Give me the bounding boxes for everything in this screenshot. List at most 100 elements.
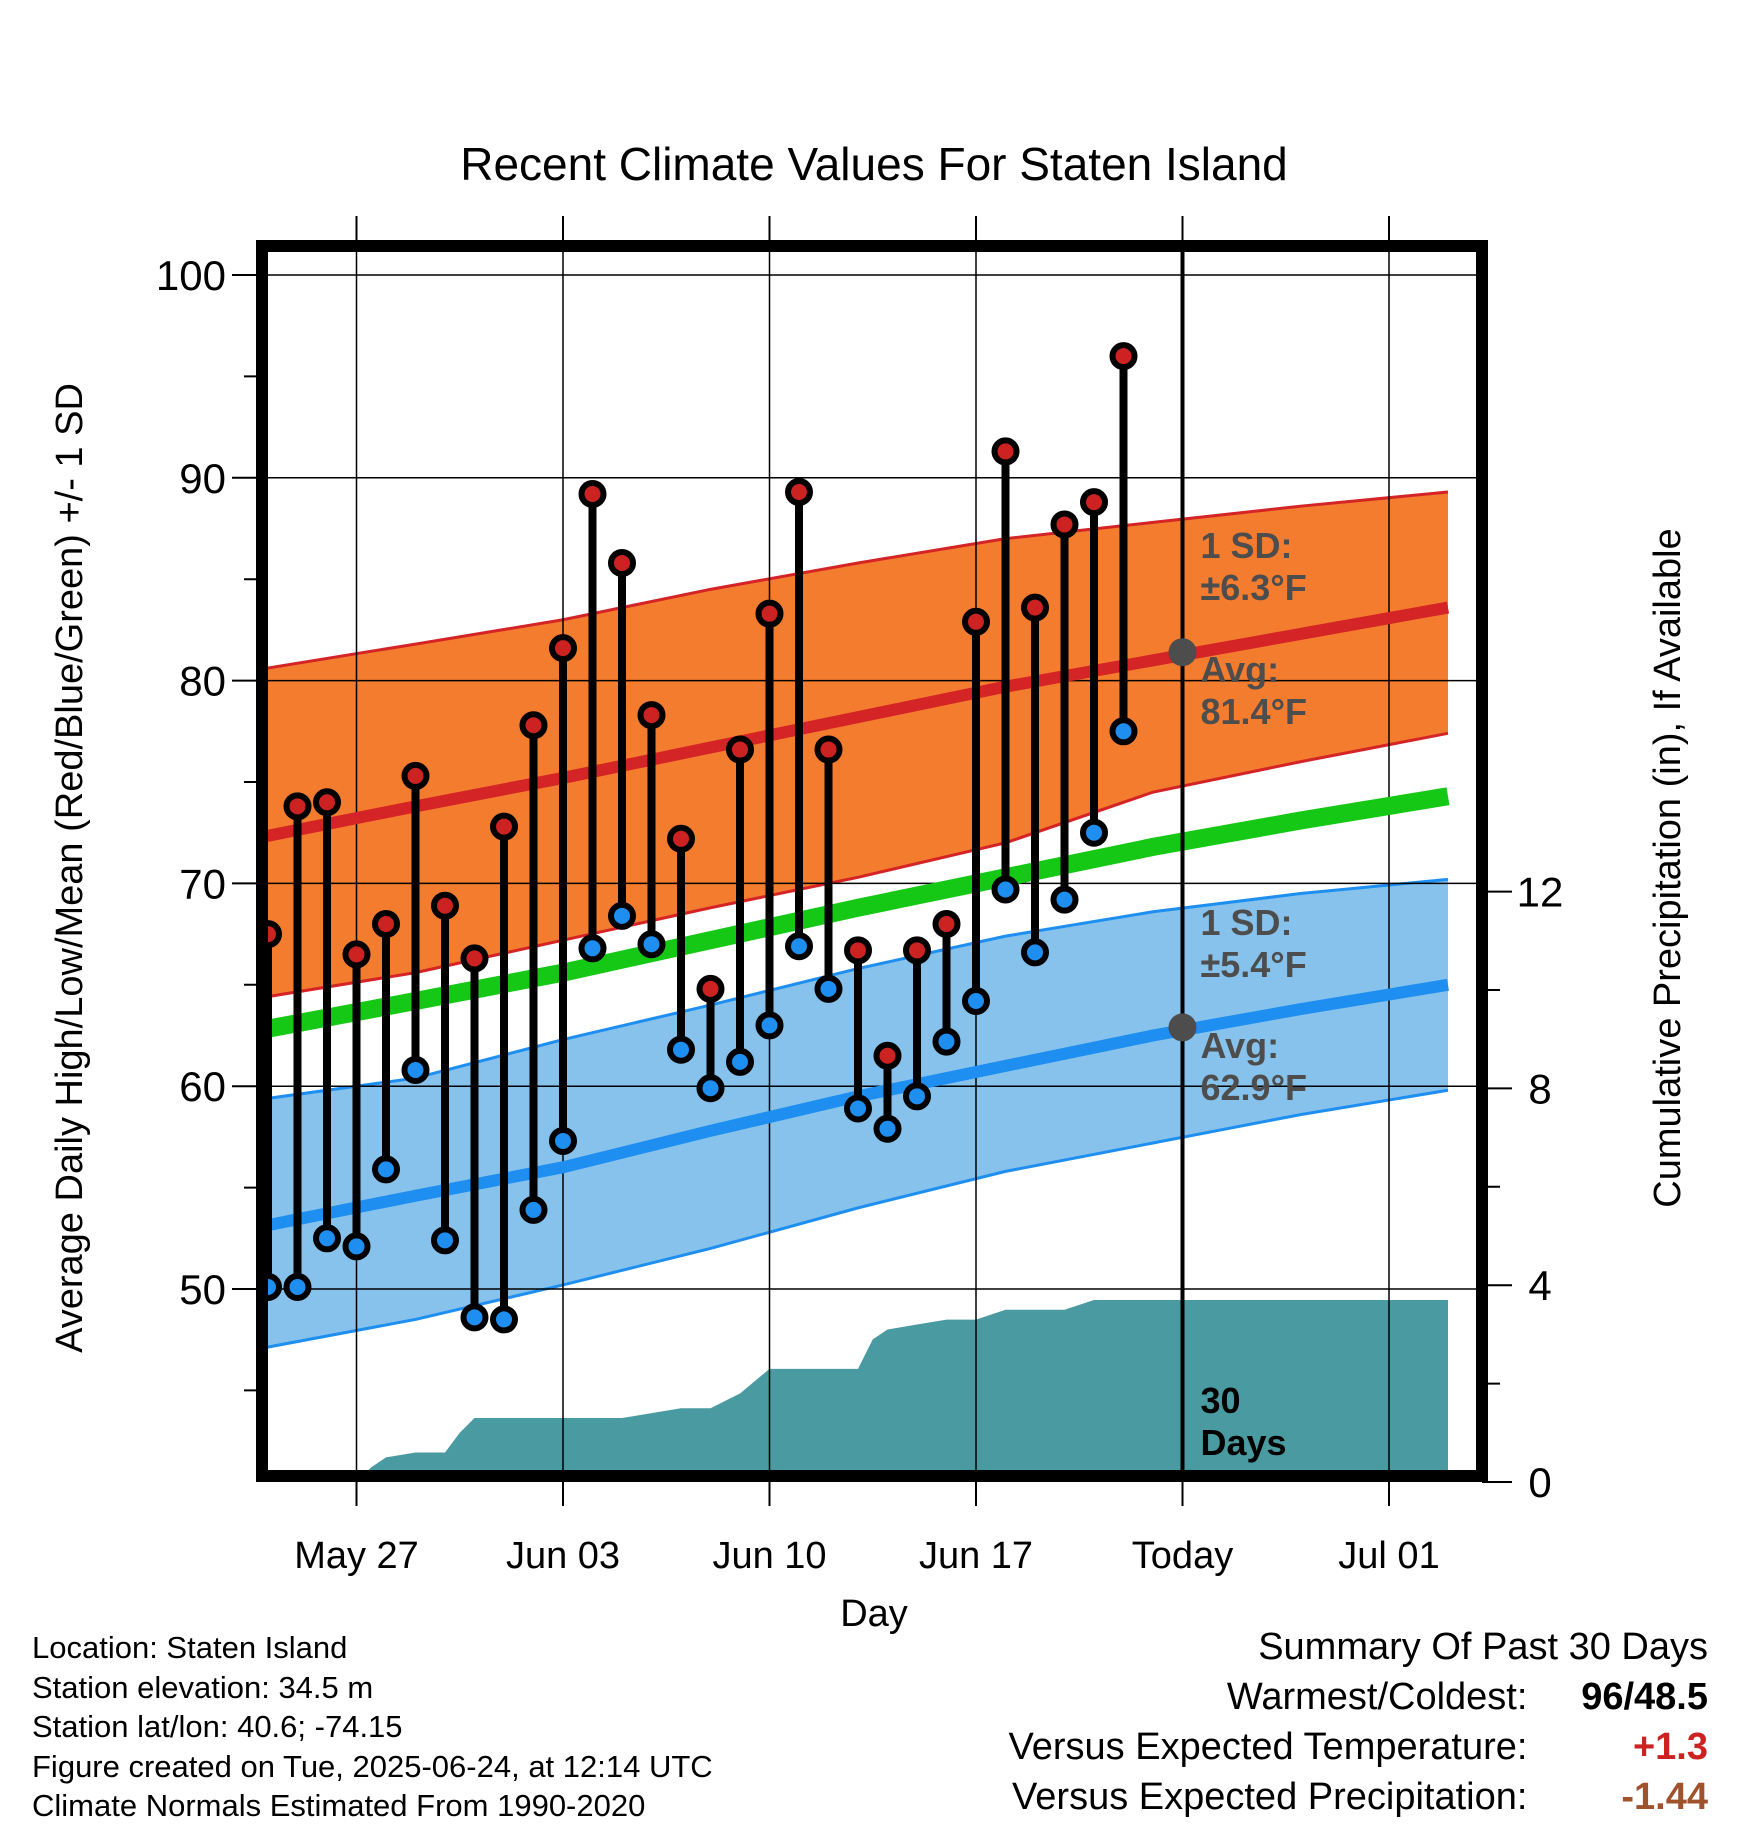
precip-label: Versus Expected Precipitation: [1012, 1776, 1528, 1818]
daily-high-point [755, 599, 784, 628]
daily-high-point [1080, 488, 1108, 517]
normals-text: Climate Normals Estimated From 1990-2020 [32, 1788, 646, 1823]
low-avg-value: 62.9°F [1201, 1067, 1307, 1108]
high-sd-upper-line [262, 490, 1449, 671]
warmest-sep: / [1623, 1676, 1635, 1718]
summary-warmest-row: Warmest/Coldest: 96/48.5 [1009, 1672, 1708, 1722]
daily-high-point [873, 1041, 902, 1070]
summary-precip-row: Versus Expected Precipitation: -1.44 [1009, 1772, 1708, 1822]
daily-high-point [1109, 342, 1138, 371]
daily-low-point [490, 1305, 518, 1334]
y-tick-label: 60 [179, 1063, 226, 1110]
daily-low-point [342, 1232, 371, 1261]
daily-low-point [873, 1114, 902, 1143]
days-label-number: 30 [1201, 1380, 1241, 1421]
daily-low-point [1021, 938, 1049, 967]
daily-low-point [372, 1155, 400, 1184]
high-normal-line [262, 601, 1450, 844]
daily-low-point [519, 1195, 548, 1224]
summary-panel: Summary Of Past 30 Days Warmest/Coldest:… [1009, 1622, 1708, 1822]
daily-low-point [460, 1303, 489, 1332]
mean-normal-line [262, 787, 1450, 1039]
latlon-text: Station lat/lon: 40.6; -74.15 [32, 1709, 403, 1744]
high-sd-label: 1 SD: [1201, 525, 1293, 566]
x-tick-label: Jun 10 [712, 1535, 826, 1577]
daily-high-point [814, 735, 843, 764]
x-tick-label: May 27 [294, 1535, 419, 1577]
high-sd-value: ±6.3°F [1201, 567, 1307, 608]
low-sd-value: ±5.4°F [1201, 944, 1307, 985]
daily-high-point [490, 812, 518, 841]
high-avg-label: Avg: [1201, 649, 1280, 690]
elevation-text: Station elevation: 34.5 m [32, 1669, 374, 1705]
y2-axis-label: Cumulative Precipitation (in), If Availa… [1647, 528, 1689, 1207]
daily-high-point [372, 909, 400, 938]
y-tick-label: 80 [179, 658, 226, 705]
coldest-value: 48.5 [1634, 1676, 1708, 1718]
daily-high-point [962, 607, 990, 636]
high-avg-value: 81.4°F [1201, 691, 1307, 732]
daily-low-point [637, 930, 666, 959]
summary-temp-row: Versus Expected Temperature: +1.3 [1009, 1722, 1708, 1772]
daily-high-point [401, 761, 430, 790]
y2-tick-label: 4 [1528, 1262, 1551, 1309]
daily-high-point [283, 792, 312, 821]
low-avg-marker [1168, 1013, 1197, 1042]
daily-low-point [667, 1035, 695, 1064]
chart-title: Recent Climate Values For Staten Island [460, 138, 1288, 190]
y-tick-label: 70 [179, 860, 226, 907]
daily-high-point [991, 437, 1020, 466]
y2-tick-label: 8 [1528, 1065, 1551, 1112]
daily-high-point [313, 788, 341, 817]
daily-high-point [726, 735, 754, 764]
station-info: Location: Staten Island Station elevatio… [32, 1628, 713, 1826]
daily-low-point [962, 987, 990, 1016]
daily-low-point [1109, 717, 1138, 746]
daily-high-point [549, 634, 577, 663]
daily-low-point [932, 1027, 961, 1056]
warmest-value: 96 [1581, 1676, 1624, 1718]
daily-low-point [431, 1226, 459, 1255]
daily-low-point [696, 1074, 725, 1103]
daily-low-point [755, 1011, 784, 1040]
daily-high-point [785, 477, 813, 506]
daily-low-point [726, 1047, 754, 1076]
high-sd-band [262, 491, 1448, 998]
daily-low-point [903, 1082, 931, 1111]
warmest-coldest-value: 96/48.5 [1538, 1672, 1708, 1722]
y2-tick-label: 12 [1517, 869, 1564, 916]
daily-low-point [785, 932, 813, 961]
created-text: Figure created on Tue, 2025-06-24, at 12… [32, 1748, 713, 1784]
daily-high-point [578, 480, 607, 509]
daily-high-point [844, 936, 872, 965]
daily-high-point [637, 701, 666, 730]
plot-frame [256, 240, 1488, 1482]
x-tick-label: Jul 01 [1338, 1535, 1439, 1577]
warmest-label: Warmest/Coldest: [1226, 1676, 1528, 1718]
y2-tick-label: 0 [1528, 1459, 1551, 1506]
location-text: Location: Staten Island [32, 1630, 348, 1665]
daily-high-point [1050, 510, 1079, 539]
y-axis-label: Average Daily High/Low/Mean (Red/Blue/Gr… [49, 383, 91, 1353]
daily-high-point [608, 548, 636, 577]
daily-low-point [578, 934, 607, 963]
daily-low-point [1050, 885, 1079, 914]
daily-low-point [313, 1224, 341, 1253]
temp-label: Versus Expected Temperature: [1008, 1726, 1528, 1768]
daily-low-point [1080, 818, 1108, 847]
daily-high-point [431, 891, 459, 920]
daily-low-point [844, 1094, 872, 1123]
y-tick-label: 50 [179, 1266, 226, 1313]
daily-high-point [342, 940, 371, 969]
daily-high-point [1021, 593, 1049, 622]
x-axis-label: Day [840, 1593, 908, 1635]
low-sd-label: 1 SD: [1201, 902, 1293, 943]
daily-low-point [608, 901, 636, 930]
low-avg-label: Avg: [1201, 1025, 1280, 1066]
daily-low-point [283, 1272, 312, 1301]
x-tick-label: Jun 03 [506, 1535, 620, 1577]
precipitation-area [362, 1299, 1448, 1476]
